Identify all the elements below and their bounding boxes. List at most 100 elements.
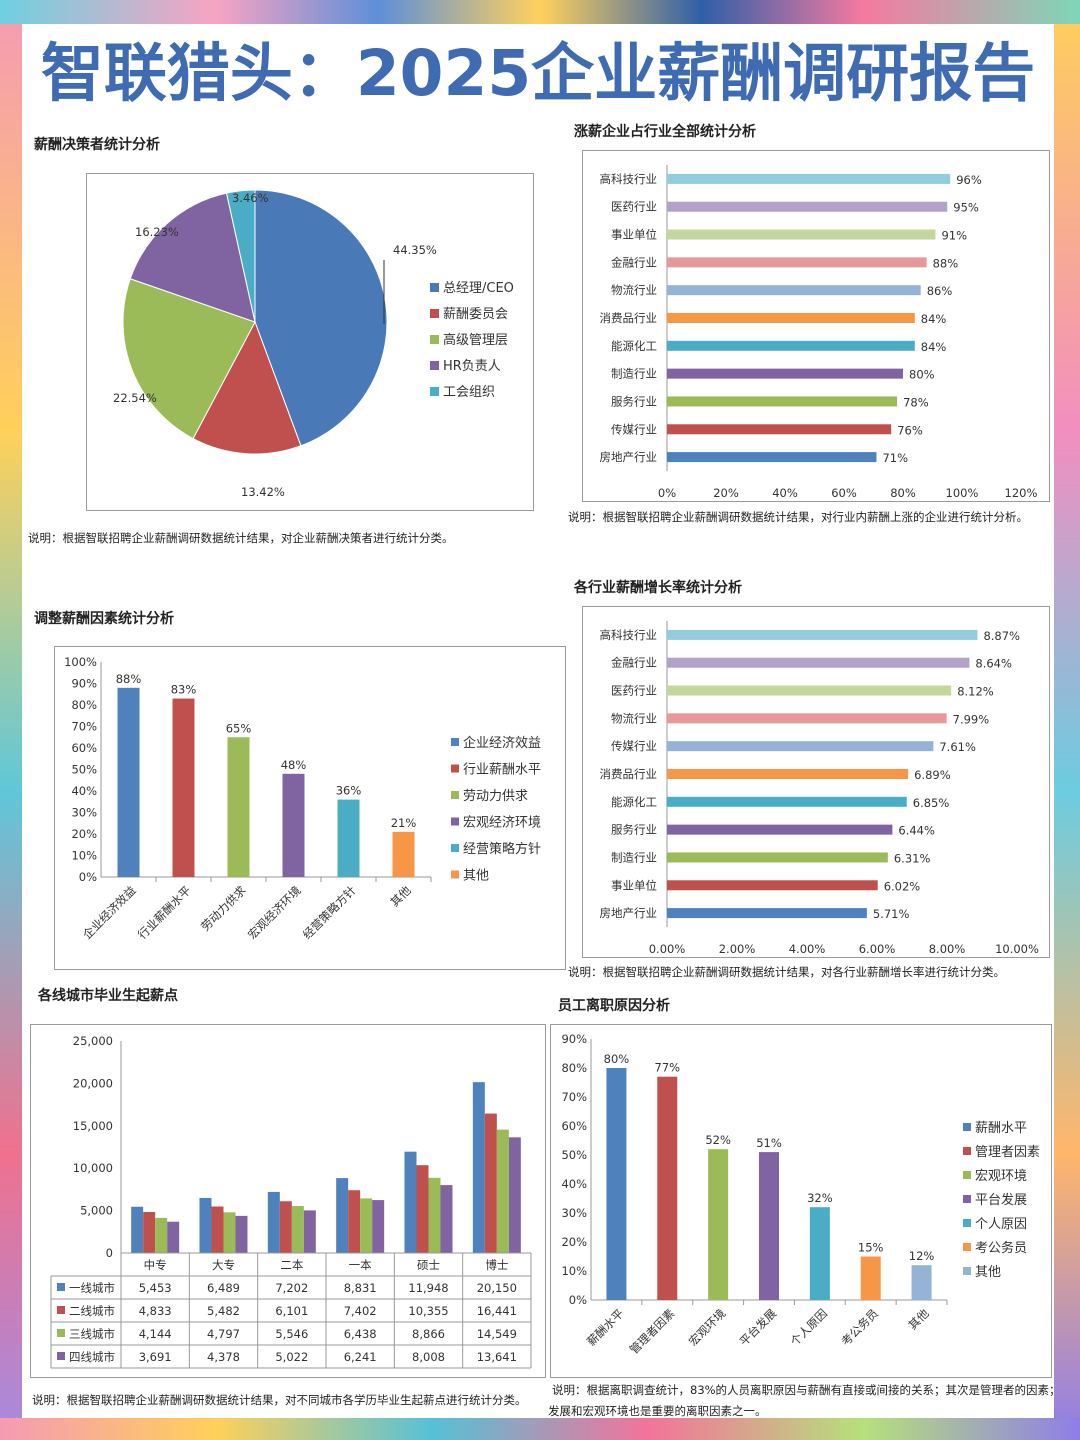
leave-bar-chart: 0% 10% 20% 30% 40% 50% 60% 70% 80% 90% 80% 薪酬水平 77% 管…	[561, 1032, 1040, 1357]
x-tick-label: 4.00%	[789, 942, 826, 956]
category-label: 事业单位	[611, 228, 657, 242]
bar-4-0	[404, 1151, 417, 1253]
legend-label: 劳动力供求	[463, 788, 528, 804]
category-label: 高科技行业	[600, 172, 658, 186]
bar-2-3	[303, 1210, 316, 1253]
y-tick-label: 70%	[71, 720, 97, 734]
y-tick-label: 10,000	[73, 1161, 113, 1175]
category-label: 房地产行业	[600, 450, 658, 464]
legend-swatch	[963, 1267, 971, 1275]
category-label: 一本	[349, 1258, 372, 1272]
table-cell: 14,549	[477, 1327, 517, 1341]
bar-value-label: 84%	[921, 312, 947, 326]
y-tick-label: 50%	[561, 1148, 587, 1162]
category-label: 金融行业	[611, 656, 657, 670]
legend-label: 行业薪酬水平	[463, 763, 541, 778]
pie-legend-label: 薪酬委员会	[443, 307, 508, 322]
bar-value-label: 48%	[281, 758, 307, 772]
bar-value-label: 7.61%	[939, 740, 976, 754]
bar-4-1	[416, 1165, 429, 1253]
legend-label: 经营策略方针	[463, 841, 541, 857]
legend-swatch	[451, 791, 459, 799]
bar-4	[667, 741, 934, 752]
y-tick-label: 15,000	[73, 1119, 113, 1133]
y-tick-label: 0%	[569, 1293, 587, 1307]
category-label: 硕士	[417, 1258, 440, 1272]
bar-5	[392, 831, 415, 877]
bar-0-0	[131, 1206, 144, 1253]
x-tick-label: 20%	[713, 486, 739, 500]
table-cell: 5,022	[275, 1350, 308, 1364]
bar-5	[667, 313, 915, 323]
bar-value-label: 76%	[897, 423, 923, 437]
bar-value-label: 7.99%	[953, 712, 990, 726]
bar-5	[667, 769, 909, 779]
pie-legend-label: 工会组织	[443, 385, 495, 400]
bar-7	[667, 824, 893, 835]
table-cell: 5,453	[139, 1281, 172, 1295]
table-legend-swatch	[57, 1329, 65, 1337]
category-label: 经营策略方针	[300, 883, 359, 942]
leave-chart-frame: 0% 10% 20% 30% 40% 50% 60% 70% 80% 90% 80% 薪酬水平 77% 管…	[550, 1024, 1052, 1378]
pie-slice-0	[254, 189, 388, 447]
table-cell: 6,101	[275, 1304, 308, 1318]
bar-10	[667, 908, 867, 919]
category-label: 中专	[144, 1258, 167, 1272]
table-cell: 6,241	[344, 1350, 377, 1364]
y-tick-label: 30%	[561, 1206, 587, 1220]
bar-1	[667, 201, 948, 212]
bar-5-1	[484, 1113, 497, 1253]
category-label: 薪酬水平	[584, 1306, 626, 1348]
bar-value-label: 80%	[604, 1052, 630, 1066]
bar-0	[606, 1068, 627, 1300]
bar-5-3	[508, 1137, 521, 1253]
y-tick-label: 100%	[64, 655, 97, 669]
x-tick-label: 0.00%	[649, 942, 686, 956]
factor-chart-frame: 0% 10% 20% 30% 40% 50% 60% 70% 80% 90% 100% 88% 企业经济…	[54, 646, 566, 970]
legend-label: 宏观经济环境	[463, 816, 541, 831]
bar-0	[117, 687, 140, 877]
pie-slice-label: 16.23%	[135, 225, 179, 239]
legend-label: 其他	[463, 869, 489, 884]
pie-legend-label: HR负责人	[443, 359, 501, 374]
pie-slice-1	[192, 320, 302, 455]
y-tick-label: 5,000	[80, 1204, 113, 1218]
bar-3-3	[372, 1200, 385, 1253]
bar-0-3	[167, 1221, 180, 1253]
x-tick-label: 10.00%	[995, 942, 1039, 956]
table-cell: 16,441	[477, 1304, 517, 1318]
category-label: 医药行业	[611, 684, 657, 698]
category-label: 服务行业	[611, 394, 657, 408]
category-label: 高科技行业	[600, 628, 658, 642]
bar-4	[337, 799, 360, 877]
bar-value-label: 95%	[953, 201, 979, 215]
y-tick-label: 0%	[79, 870, 97, 884]
pie-slice-label: 22.54%	[113, 391, 157, 405]
pie-legend-swatch	[430, 361, 439, 370]
bar-2-1	[279, 1201, 292, 1253]
bar-value-label: 6.85%	[913, 796, 950, 810]
bar-value-label: 21%	[391, 816, 417, 830]
bar-1	[172, 698, 195, 877]
bar-1-3	[235, 1215, 248, 1253]
category-label: 消费品行业	[600, 767, 658, 781]
raise-chart-note: 说明：根据智联招聘企业薪酬调研数据统计结果，对行业内薪酬上涨的企业进行统计分析。	[568, 510, 1028, 524]
bar-value-label: 8.12%	[957, 685, 994, 699]
bar-value-label: 12%	[909, 1249, 935, 1263]
bar-value-label: 52%	[705, 1133, 731, 1147]
table-cell: 8,831	[344, 1281, 377, 1295]
table-cell: 11,948	[408, 1281, 448, 1295]
category-label: 医药行业	[611, 200, 657, 214]
pie-slice-label: 13.42%	[241, 485, 285, 499]
bar-4	[667, 285, 921, 296]
factor-chart-title: 调整薪酬因素统计分析	[34, 611, 174, 627]
bar-6	[667, 796, 907, 807]
legend-swatch	[451, 870, 459, 879]
bar-value-label: 6.89%	[914, 768, 951, 782]
category-label: 管理者因素	[627, 1306, 678, 1357]
category-label: 传媒行业	[611, 739, 657, 753]
salary-bar-chart: 0 5,000 10,000 15,000 20,000 25,000 中专 大专 二本 一本 硕士…	[50, 1034, 532, 1369]
bar-value-label: 88%	[116, 672, 142, 686]
bar-value-label: 88%	[933, 256, 959, 270]
